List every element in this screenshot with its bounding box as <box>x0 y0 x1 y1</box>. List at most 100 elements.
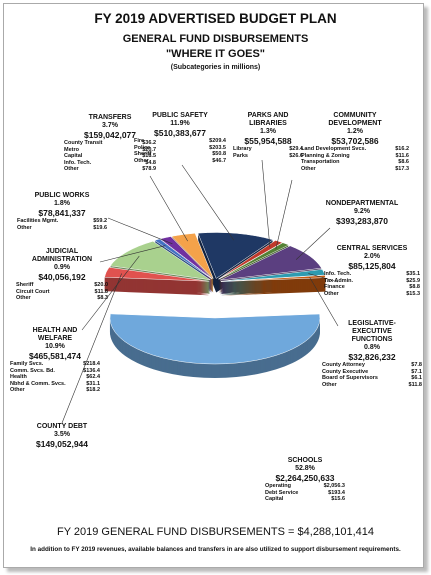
slice <box>104 267 210 282</box>
subcategory-value: $203.5 <box>209 144 226 151</box>
percent-label: 0.8% <box>364 344 380 351</box>
subcategory-row: Other $46.7 <box>134 158 226 165</box>
slice <box>171 232 214 279</box>
slice <box>218 240 284 280</box>
subcategory-value: $26.6 <box>289 152 303 159</box>
subcategory-row: Other $15.3 <box>324 291 420 298</box>
subcategory-row: Info. Tech. $4.8 <box>64 160 156 167</box>
subcategory-name: Land Development Svcs. <box>301 146 367 152</box>
subcategory-value: $25.9 <box>406 277 420 284</box>
subcategory-name: Health <box>10 374 27 380</box>
subcategory-value: $20.7 <box>142 146 156 153</box>
leader-line <box>61 273 122 424</box>
category-label: LEGISLATIVE- EXECUTIVE FUNCTIONS 0.8% $32,… <box>322 320 422 388</box>
subcategory-row: Circuit Court $11.8 <box>16 289 108 296</box>
subcategory-name: Comm. Svcs. Bd. <box>10 367 55 374</box>
amount-label: $40,056,192 <box>38 272 86 282</box>
subcategory-value: $78.9 <box>142 166 156 172</box>
subcategory-row: Transportation $8.6 <box>301 159 409 166</box>
subcategory-name: Other <box>301 165 316 172</box>
subcategory-value: $6.1 <box>411 375 422 381</box>
subcategory-value: $209.4 <box>209 138 226 144</box>
subcategory-value: $62.4 <box>86 374 100 380</box>
subcategory-row: County Executive $7.1 <box>322 369 422 376</box>
category-label: JUDICIAL ADMINISTRATION 0.9% $40,056,192 Sh… <box>16 248 108 302</box>
subcategory-name: Other <box>322 381 337 388</box>
category-label: COUNTY DEBT 3.5% $149,052,944 <box>17 423 107 449</box>
category-label: PUBLIC WORKS 1.8% $78,841,337 Facilities Mg… <box>17 192 107 231</box>
subcategory-name: Board of Supervisors <box>322 375 378 381</box>
subcategory-name: Family Svcs. <box>10 361 44 367</box>
leader-line <box>295 227 331 260</box>
subcategory-name: County Executive <box>322 368 369 375</box>
subcategory-name: Metro <box>64 146 79 153</box>
slice <box>218 242 290 280</box>
category-label: CENTRAL SERVICES 2.0% $85,125,804 Info. Tec… <box>324 245 420 297</box>
subcategory-value: $7.1 <box>411 368 422 375</box>
subcategory-row: Police $203.5 <box>134 145 226 152</box>
subcategory-value: $35.1 <box>406 271 420 277</box>
subcategory-name: Other <box>64 166 79 172</box>
subcategory-row: Info. Tech. $35.1 <box>324 271 420 278</box>
subcategory-name: Planning & Zoning <box>301 152 350 159</box>
leader-line <box>107 217 173 245</box>
category-name: COUNTY DEBT <box>36 423 88 430</box>
category-name: JUDICIAL ADMINISTRATION <box>31 248 93 263</box>
category-name: NONDEPARTMENTAL <box>325 200 399 207</box>
subcategory-row: Health $62.4 <box>10 374 100 381</box>
subcategory-value: $29.4 <box>289 146 303 152</box>
slice <box>220 269 326 282</box>
title: FY 2019 ADVERTISED BUDGET PLAN <box>94 11 337 26</box>
subcategory-value: $20.0 <box>94 282 108 288</box>
subcategory-value: $8.3 <box>97 295 108 301</box>
subcategory-name: Capital <box>265 496 284 502</box>
subcategory-row: Other $17.3 <box>301 166 409 173</box>
category-label: SCHOOLS 52.8% $2,264,250,633 Operating $2,05… <box>265 457 345 503</box>
subcategory-value: $8.6 <box>398 159 409 165</box>
subcategory-row: Operating $2,056.3 <box>265 483 345 490</box>
subcategory-value: $19.6 <box>93 224 107 231</box>
subcategory-row: Nbhd & Comm. Svcs. $31.1 <box>10 381 100 388</box>
subcategory-name: Police <box>134 144 151 151</box>
subcategory-name: County Transit <box>64 140 103 146</box>
subcategory-value: $136.4 <box>83 367 100 374</box>
amount-label: $465,581,474 <box>29 351 81 361</box>
amount-label: $55,954,588 <box>244 136 292 146</box>
subcategory-row: Other $8.3 <box>16 295 108 302</box>
subcategory-row: Metro $20.7 <box>64 147 156 154</box>
percent-label: 0.9% <box>54 264 70 271</box>
subcategory-row: Debt Service $193.4 <box>265 490 345 497</box>
percent-label: 11.9% <box>170 120 190 127</box>
percent-label: 1.8% <box>54 200 70 207</box>
subcategory-name: Operating <box>265 483 291 489</box>
subcategory-name: Finance <box>324 284 345 290</box>
percent-label: 52.8% <box>295 465 315 472</box>
subcategory-row: Other $18.2 <box>10 387 100 394</box>
leader-line <box>308 273 339 283</box>
percent-label: 2.0% <box>364 253 380 260</box>
slice <box>220 245 322 281</box>
subcategory-row: Family Svcs. $218.4 <box>10 361 100 368</box>
subcategory-row: Other $78.9 <box>64 166 156 173</box>
subtitle: "WHERE IT GOES" <box>165 48 266 60</box>
subcategory-value: $8.8 <box>409 284 420 290</box>
category-label: PUBLIC SAFETY 11.9% $510,383,677 Fire $209.4… <box>134 112 226 164</box>
footer: FY 2019 GENERAL FUND DISBURSEMENTS = $4,… <box>56 526 374 538</box>
subcategory-value: $11.8 <box>408 381 422 388</box>
subcategory-value: $50.8 <box>212 151 226 157</box>
leader-line <box>149 175 188 242</box>
amount-label: $85,125,804 <box>348 261 396 271</box>
subcategory-name: Other <box>10 387 25 393</box>
subcategory-row: Other $19.6 <box>17 225 107 232</box>
subcategory-row: County Attorney $7.8 <box>322 362 422 369</box>
subcategory-name: Capital <box>64 153 83 159</box>
subcategory-row: Land Development Svcs. $16.2 <box>301 146 409 153</box>
subcategory-row: Parks $26.6 <box>233 153 303 160</box>
leader-line <box>275 179 293 250</box>
subcategory-row: Board of Supervisors $6.1 <box>322 375 422 382</box>
subcategory-row: Planning & Zoning $11.6 <box>301 153 409 160</box>
category-name: CENTRAL SERVICES <box>336 245 408 252</box>
subcategory-value: $11.6 <box>395 152 409 159</box>
slice <box>220 275 326 282</box>
